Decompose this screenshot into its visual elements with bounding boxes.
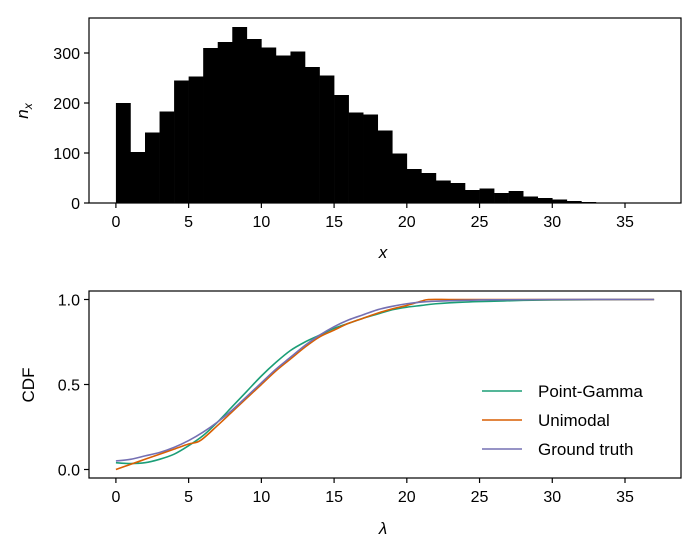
cdf-x-tick-label: 0 [111,489,120,506]
histogram-x-tick-label: 35 [616,214,634,231]
cdf-x-axis-label: λ [378,519,387,538]
histogram-bar [421,173,437,203]
histogram-bar [275,55,291,203]
cdf-y-ticks: 0.0 0.5 1.0 [58,293,89,480]
histogram-x-tick-label: 30 [543,214,561,231]
histogram-y-axis-label-base: n [13,109,32,118]
histogram-bar [537,198,553,203]
histogram-bar [232,27,248,203]
histogram-y-axis-label-subscript: x [21,102,35,110]
cdf-x-tick-label: 15 [325,489,343,506]
cdf-series-line [115,298,655,462]
cdf-x-ticks: 0 5 10 15 20 25 30 35 [111,478,634,506]
histogram-bar [145,132,160,203]
histogram-y-tick-label: 300 [53,46,80,63]
histogram-y-ticks: 0 100 200 300 [53,46,89,213]
cdf-x-tick-label: 35 [616,489,634,506]
histogram-bar [261,47,277,203]
histogram-x-tick-label: 20 [398,214,416,231]
histogram-bar [290,51,306,203]
histogram-bar [465,190,480,203]
histogram-bar [334,95,349,203]
cdf-x-tick-label: 20 [398,489,416,506]
histogram-x-tick-label: 0 [111,214,120,231]
histogram-x-ticks: 0 5 10 15 20 25 30 35 [111,203,634,231]
histogram-frame [88,17,682,204]
histogram-bar [566,201,582,203]
cdf-lines [115,298,655,471]
histogram-bar [552,199,568,203]
cdf-x-tick-label: 30 [543,489,561,506]
cdf-series-line [115,298,655,471]
histogram-bar [217,42,233,203]
histogram-bar [406,169,422,203]
histogram-bar [508,191,524,203]
histogram-bar [188,76,204,203]
cdf-y-tick-label: 1.0 [58,293,80,310]
histogram-bar [392,153,408,203]
cdf-y-tick-label: 0.5 [58,378,80,395]
histogram-bar [450,183,466,203]
cdf-panel: 0 5 10 15 20 25 30 35 0.0 0.5 1.0 λ CDF Point-Gam… [19,290,682,538]
histogram-bar [203,48,219,203]
cdf-x-tick-label: 25 [471,489,489,506]
histogram-bar [494,193,509,203]
histogram-bar [319,75,335,203]
cdf-legend-label: Ground truth [538,440,633,459]
histogram-bar [348,112,364,203]
cdf-legend-label: Point-Gamma [538,382,643,401]
histogram-bars [115,27,655,203]
histogram-bar [130,152,146,203]
histogram-y-tick-label: 100 [53,146,80,163]
histogram-x-tick-label: 10 [252,214,270,231]
histogram-x-tick-label: 25 [471,214,489,231]
histogram-bar [174,80,189,203]
histogram-x-tick-label: 15 [325,214,343,231]
histogram-bar [479,188,495,203]
histogram-bar [305,67,320,203]
cdf-y-tick-label: 0.0 [58,463,80,480]
histogram-bar [363,114,379,203]
cdf-frame [88,290,682,479]
histogram-bar [246,39,262,203]
histogram-bar [377,130,393,203]
histogram-bar [435,180,451,203]
cdf-y-axis-label: CDF [19,368,38,403]
histogram-y-tick-label: 200 [53,96,80,113]
histogram-y-tick-label: 0 [71,196,80,213]
histogram-y-axis-label: nx [13,102,35,118]
cdf-legend: Point-Gamma Unimodal Ground truth [482,382,643,459]
cdf-legend-label: Unimodal [538,411,610,430]
cdf-x-tick-label: 10 [252,489,270,506]
histogram-bar [115,103,131,203]
histogram-bar [523,196,539,203]
cdf-x-tick-label: 5 [184,489,193,506]
histogram-x-axis-label: x [378,243,388,262]
histogram-bar [159,111,175,203]
histogram-x-tick-label: 5 [184,214,193,231]
